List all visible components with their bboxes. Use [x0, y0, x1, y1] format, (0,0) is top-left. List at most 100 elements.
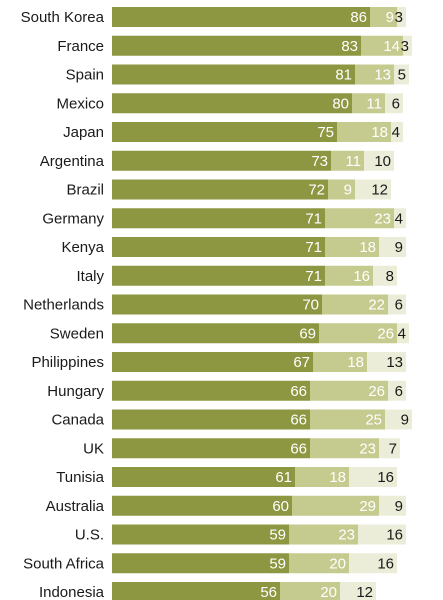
- bar-segment-3: [385, 409, 412, 430]
- bar-value-label: 16: [353, 268, 370, 285]
- category-label: France: [57, 38, 104, 55]
- bar-segment-1: [112, 265, 325, 286]
- bar-value-label: 66: [290, 383, 307, 400]
- bar-segment-2: [331, 150, 364, 171]
- bar-segment-3: [403, 35, 412, 56]
- bar-value-label: 18: [347, 354, 364, 371]
- bar-value-label: 16: [377, 555, 394, 572]
- bar-value-label: 4: [392, 124, 400, 141]
- bar-value-label: 86: [350, 9, 367, 26]
- bar-segment-2: [352, 93, 385, 114]
- bar-segment-1: [112, 553, 289, 574]
- category-label: South Africa: [23, 555, 105, 572]
- category-label: Hungary: [47, 383, 104, 400]
- bar-value-label: 71: [305, 210, 322, 227]
- bar-segment-1: [112, 150, 331, 171]
- bar-value-label: 5: [398, 67, 406, 84]
- bar-segment-2: [313, 352, 367, 372]
- bar-value-label: 23: [359, 440, 376, 457]
- category-label: Germany: [42, 210, 104, 227]
- bar-value-label: 80: [332, 95, 349, 112]
- bar-value-label: 81: [335, 67, 352, 84]
- bar-segment-2: [280, 582, 340, 600]
- category-label: Brazil: [66, 182, 104, 199]
- bar-value-label: 6: [392, 95, 400, 112]
- bar-segment-3: [364, 150, 394, 171]
- bar-segment-1: [112, 179, 328, 200]
- bar-value-label: 22: [368, 297, 385, 314]
- bar-segment-2: [289, 524, 358, 545]
- bar-segment-1: [112, 64, 355, 85]
- bar-segment-1: [112, 93, 352, 114]
- bar-segment-2: [325, 265, 373, 286]
- bar-value-label: 71: [305, 239, 322, 256]
- category-label: Spain: [66, 67, 104, 84]
- bar-value-label: 61: [275, 469, 292, 486]
- bar-segment-3: [385, 93, 403, 114]
- bar-value-label: 14: [383, 38, 400, 55]
- bar-value-label: 4: [395, 210, 403, 227]
- bar-value-label: 9: [344, 182, 352, 199]
- bar-segment-1: [112, 582, 280, 600]
- bar-segment-1: [112, 380, 310, 401]
- bar-value-label: 60: [272, 498, 289, 515]
- bar-segment-2: [328, 179, 355, 200]
- bar-segment-2: [370, 7, 397, 27]
- bar-value-label: 23: [374, 210, 391, 227]
- bar-segment-3: [388, 380, 406, 401]
- bar-value-label: 66: [290, 440, 307, 457]
- bar-segment-1: [112, 294, 322, 315]
- bar-value-label: 10: [374, 153, 391, 170]
- bar-value-label: 75: [317, 124, 334, 141]
- bar-value-label: 16: [386, 527, 403, 544]
- bar-value-label: 3: [401, 38, 409, 55]
- category-label: Italy: [76, 268, 104, 285]
- bar-value-label: 13: [374, 67, 391, 84]
- category-label: Sweden: [50, 325, 104, 342]
- bar-segment-2: [337, 122, 391, 142]
- bar-segment-1: [112, 352, 313, 372]
- bar-segment-3: [388, 294, 406, 315]
- bar-value-label: 71: [305, 268, 322, 285]
- category-label: UK: [83, 440, 104, 457]
- bar-segment-1: [112, 122, 337, 142]
- category-label: Australia: [46, 498, 105, 515]
- bar-value-label: 56: [260, 584, 277, 600]
- category-label: Argentina: [40, 153, 105, 170]
- category-label: Japan: [63, 124, 104, 141]
- bar-segment-3: [391, 122, 403, 142]
- bar-value-label: 73: [311, 153, 328, 170]
- category-label: South Korea: [21, 9, 105, 26]
- bar-value-label: 67: [293, 354, 310, 371]
- bar-segment-3: [394, 208, 406, 229]
- bar-value-label: 11: [345, 153, 361, 170]
- bar-value-label: 12: [356, 584, 373, 600]
- bar-segment-3: [358, 524, 406, 545]
- bar-value-label: 29: [359, 498, 376, 515]
- bar-segment-3: [367, 352, 406, 372]
- bar-value-label: 83: [341, 38, 358, 55]
- bar-segment-3: [349, 553, 397, 574]
- bar-value-label: 13: [386, 354, 403, 371]
- bar-value-label: 8: [386, 268, 394, 285]
- bar-segment-1: [112, 35, 361, 56]
- bar-segment-3: [379, 495, 406, 516]
- bar-segment-1: [112, 323, 319, 344]
- bar-value-label: 66: [290, 412, 307, 429]
- bar-value-label: 12: [371, 182, 388, 199]
- bar-value-label: 72: [308, 182, 325, 199]
- bar-segment-2: [325, 237, 379, 257]
- bar-value-label: 59: [269, 555, 286, 572]
- bar-value-label: 9: [395, 239, 403, 256]
- bar-value-label: 26: [377, 325, 394, 342]
- bar-value-label: 18: [329, 469, 346, 486]
- bar-segment-3: [349, 467, 397, 487]
- bar-segment-1: [112, 467, 295, 487]
- bar-value-label: 3: [395, 9, 403, 26]
- bar-segment-3: [394, 64, 409, 85]
- bar-segment-1: [112, 409, 310, 430]
- bar-value-label: 9: [395, 498, 403, 515]
- category-label: Canada: [51, 412, 104, 429]
- bar-value-label: 69: [299, 325, 316, 342]
